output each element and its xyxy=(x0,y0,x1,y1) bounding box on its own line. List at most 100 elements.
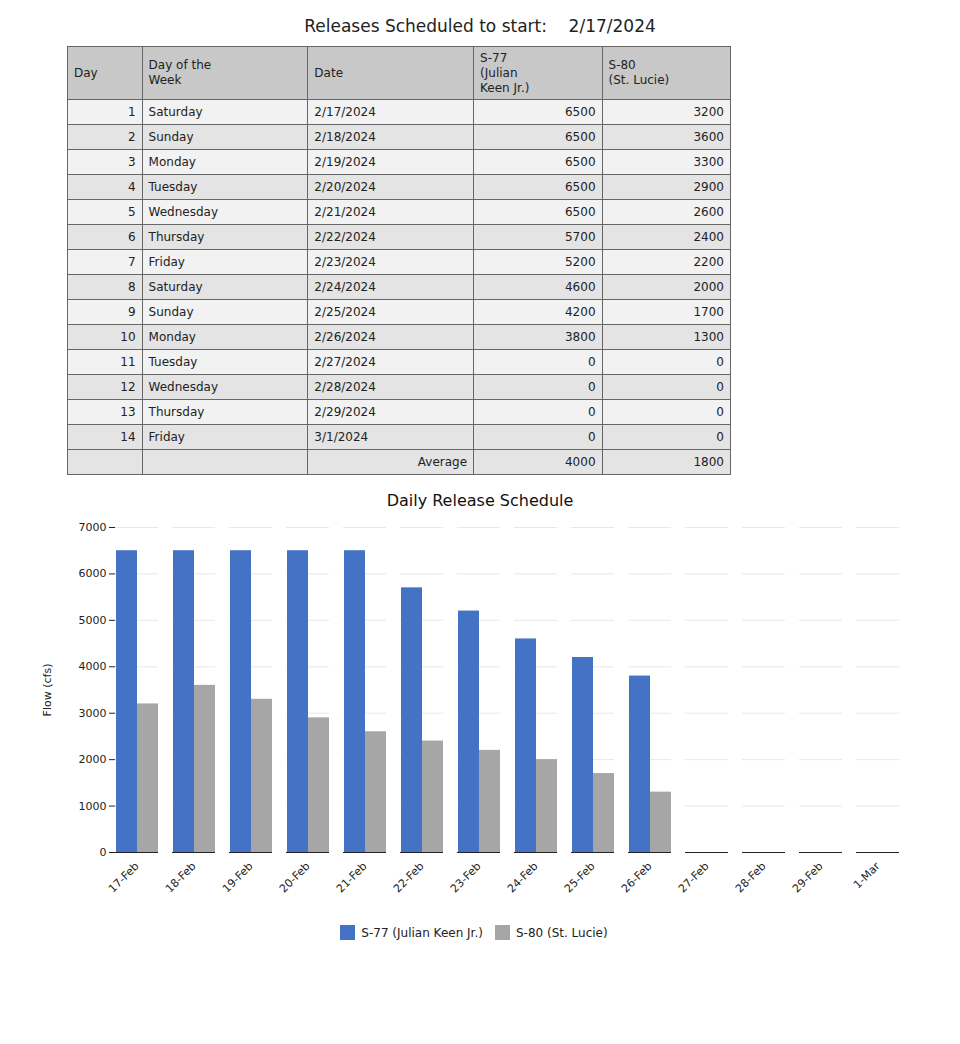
html-text:8: 8 xyxy=(127,280,136,294)
html-text:2/20/2024: 2/20/2024 xyxy=(314,180,376,194)
html-text:5200: 5200 xyxy=(565,255,596,269)
html-text:0: 0 xyxy=(587,355,596,369)
html-text:9: 9 xyxy=(127,305,136,319)
html-text:0: 0 xyxy=(587,380,596,394)
html-text:10: 10 xyxy=(120,330,136,344)
html-text:5700: 5700 xyxy=(565,230,596,244)
html-text:Tuesday: Tuesday xyxy=(148,355,198,369)
html-text:2/28/2024: 2/28/2024 xyxy=(314,380,376,394)
html-text:2200: 2200 xyxy=(693,255,724,269)
html-text:1800: 1800 xyxy=(693,455,724,469)
html-text:Thursday: Thursday xyxy=(148,405,205,419)
html-text:3600: 3600 xyxy=(693,130,724,144)
html-text:2/29/2024: 2/29/2024 xyxy=(314,405,376,419)
html-text:3300: 3300 xyxy=(693,155,724,169)
html-text:Monday: Monday xyxy=(148,330,196,344)
html-text:6: 6 xyxy=(127,230,136,244)
html-text:6500: 6500 xyxy=(565,105,596,119)
svg-text:20-Feb: 20-Feb xyxy=(277,860,313,896)
html-text:Sunday: Sunday xyxy=(148,130,194,144)
html-text:6500: 6500 xyxy=(565,130,596,144)
svg-text:1000: 1000 xyxy=(79,800,107,813)
html-text:2/23/2024: 2/23/2024 xyxy=(314,255,376,269)
html-text:3/1/2024: 3/1/2024 xyxy=(314,430,369,444)
html-text:Monday: Monday xyxy=(148,155,196,169)
html-text:Day of the Week: Day of the Week xyxy=(148,58,212,87)
html-text:3800: 3800 xyxy=(565,330,596,344)
html-text:Date: Date xyxy=(314,65,343,80)
svg-text:24-Feb: 24-Feb xyxy=(505,860,541,896)
html-text:Daily Release Schedule: Daily Release Schedule xyxy=(386,491,574,510)
html-text:4: 4 xyxy=(127,180,136,194)
html-text:2400: 2400 xyxy=(693,230,724,244)
svg-text:0: 0 xyxy=(100,846,107,859)
html-text:Wednesday: Wednesday xyxy=(148,380,219,394)
svg-text:1-Mar: 1-Mar xyxy=(851,859,883,891)
svg-text:18-Feb: 18-Feb xyxy=(163,860,199,896)
html-text:14: 14 xyxy=(120,430,136,444)
html-text:6500: 6500 xyxy=(565,205,596,219)
html-text:S-80 (St. Lucie): S-80 (St. Lucie) xyxy=(608,58,670,87)
svg-text:27-Feb: 27-Feb xyxy=(676,860,712,896)
html-text:6500: 6500 xyxy=(565,180,596,194)
html-text:2: 2 xyxy=(127,130,136,144)
svg-text:2000: 2000 xyxy=(79,753,107,766)
html-text:2900: 2900 xyxy=(693,180,724,194)
html-text:Saturday: Saturday xyxy=(148,280,203,294)
svg-text:29-Feb: 29-Feb xyxy=(790,860,826,896)
html-text:5: 5 xyxy=(127,205,136,219)
html-text:12: 12 xyxy=(120,380,136,394)
html-text:2/22/2024: 2/22/2024 xyxy=(314,230,376,244)
html-text:1: 1 xyxy=(127,105,136,119)
html-text:Average: Average xyxy=(417,455,468,469)
html-text:Saturday: Saturday xyxy=(148,105,203,119)
html-text:Releases Scheduled to start: 2: Releases Scheduled to start: 2/17/2024 xyxy=(304,16,656,36)
svg-text:21-Feb: 21-Feb xyxy=(334,860,370,896)
svg-text:4000: 4000 xyxy=(79,660,107,673)
html-text:2/18/2024: 2/18/2024 xyxy=(314,130,376,144)
html-text:1700: 1700 xyxy=(693,305,724,319)
html-text:0: 0 xyxy=(587,405,596,419)
html-text:4600: 4600 xyxy=(565,280,596,294)
html-text:S-77 (Julian Keen Jr.): S-77 (Julian Keen Jr.) xyxy=(480,50,530,95)
html-text:2000: 2000 xyxy=(693,280,724,294)
html-text:2/24/2024: 2/24/2024 xyxy=(314,280,376,294)
svg-text:5000: 5000 xyxy=(79,614,107,627)
html-text:4200: 4200 xyxy=(565,305,596,319)
svg-text:28-Feb: 28-Feb xyxy=(733,860,769,896)
html-text:Tuesday: Tuesday xyxy=(148,180,198,194)
svg-text:17-Feb: 17-Feb xyxy=(106,860,142,896)
html-text:Friday: Friday xyxy=(148,255,185,269)
html-text:6500: 6500 xyxy=(565,155,596,169)
html-text:11: 11 xyxy=(120,355,136,369)
html-text:1300: 1300 xyxy=(693,330,724,344)
html-text:S-77 (Julian Keen Jr.): S-77 (Julian Keen Jr.) xyxy=(361,925,483,940)
svg-text:3000: 3000 xyxy=(79,707,107,720)
html-text:2/26/2024: 2/26/2024 xyxy=(314,330,376,344)
svg-text:25-Feb: 25-Feb xyxy=(562,860,598,896)
svg-text:19-Feb: 19-Feb xyxy=(220,860,256,896)
svg-text:22-Feb: 22-Feb xyxy=(391,860,427,896)
svg-text:Flow (cfs): Flow (cfs) xyxy=(41,664,54,717)
svg-text:7000: 7000 xyxy=(79,521,107,534)
html-text:2/17/2024: 2/17/2024 xyxy=(314,105,376,119)
html-text:2600: 2600 xyxy=(693,205,724,219)
html-text:7: 7 xyxy=(127,255,136,269)
svg-text:26-Feb: 26-Feb xyxy=(619,860,655,896)
html-text:2/25/2024: 2/25/2024 xyxy=(314,305,376,319)
html-text:Thursday: Thursday xyxy=(148,230,205,244)
html-text:Friday: Friday xyxy=(148,430,185,444)
html-text:2/21/2024: 2/21/2024 xyxy=(314,205,376,219)
html-text:13: 13 xyxy=(120,405,136,419)
svg-text:6000: 6000 xyxy=(79,567,107,580)
html-text:2/19/2024: 2/19/2024 xyxy=(314,155,376,169)
html-text:Day: Day xyxy=(74,65,98,80)
html-text:3: 3 xyxy=(127,155,136,169)
html-text:Wednesday: Wednesday xyxy=(148,205,219,219)
html-text:Sunday: Sunday xyxy=(148,305,194,319)
html-text:4000: 4000 xyxy=(565,455,596,469)
svg-text:23-Feb: 23-Feb xyxy=(448,860,484,896)
html-text:2/27/2024: 2/27/2024 xyxy=(314,355,376,369)
html-text:3200: 3200 xyxy=(693,105,724,119)
html-text:S-80 (St. Lucie): S-80 (St. Lucie) xyxy=(515,925,608,940)
